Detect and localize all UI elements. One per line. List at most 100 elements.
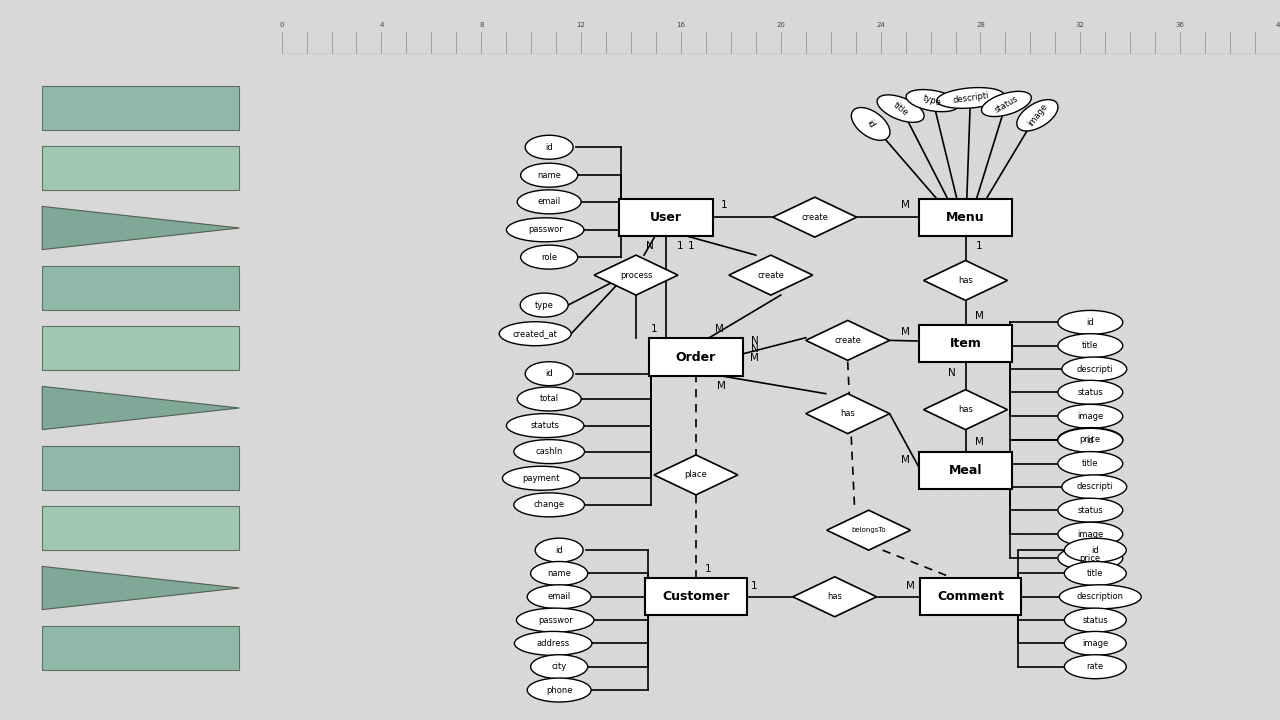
Ellipse shape <box>1057 405 1123 428</box>
Text: rate: rate <box>1087 662 1103 671</box>
Text: M: M <box>750 354 759 364</box>
Ellipse shape <box>1057 428 1123 451</box>
Text: place: place <box>685 470 708 480</box>
Ellipse shape <box>877 95 924 122</box>
Text: phone: phone <box>545 685 572 695</box>
Text: N: N <box>947 368 955 378</box>
Ellipse shape <box>520 293 568 317</box>
Ellipse shape <box>517 387 581 411</box>
Ellipse shape <box>513 440 585 464</box>
Ellipse shape <box>515 631 591 655</box>
Text: User: User <box>650 211 682 224</box>
Text: 36: 36 <box>1175 22 1185 28</box>
Text: status: status <box>993 94 1020 114</box>
FancyBboxPatch shape <box>42 146 239 189</box>
Text: title: title <box>891 100 910 117</box>
Ellipse shape <box>507 413 584 438</box>
Ellipse shape <box>527 678 591 702</box>
Text: has: has <box>840 409 855 418</box>
Text: id: id <box>1087 318 1094 327</box>
FancyBboxPatch shape <box>645 578 746 616</box>
Polygon shape <box>594 255 678 295</box>
Polygon shape <box>42 207 239 250</box>
Text: status: status <box>1078 388 1103 397</box>
Text: status: status <box>1078 505 1103 515</box>
Ellipse shape <box>527 585 591 609</box>
FancyBboxPatch shape <box>919 578 1021 616</box>
Text: total: total <box>540 395 559 403</box>
Text: 8: 8 <box>479 22 484 28</box>
Ellipse shape <box>1065 562 1126 585</box>
Text: email: email <box>548 593 571 601</box>
Ellipse shape <box>531 654 588 679</box>
Text: address: address <box>536 639 570 648</box>
Text: belongsTo: belongsTo <box>851 527 886 534</box>
Text: M: M <box>718 382 726 392</box>
FancyBboxPatch shape <box>919 325 1012 362</box>
Polygon shape <box>42 86 239 130</box>
Text: N: N <box>751 336 759 346</box>
Text: change: change <box>534 500 564 509</box>
Ellipse shape <box>982 91 1032 117</box>
Text: Item: Item <box>950 337 982 350</box>
FancyBboxPatch shape <box>919 199 1012 236</box>
Text: Order: Order <box>676 351 716 364</box>
Text: 4: 4 <box>379 22 384 28</box>
Ellipse shape <box>1057 428 1123 452</box>
Text: descripti: descripti <box>1076 482 1112 491</box>
Ellipse shape <box>1062 357 1126 381</box>
Text: 1: 1 <box>721 200 727 210</box>
Text: role: role <box>541 253 557 261</box>
Text: passwor: passwor <box>538 616 572 624</box>
Text: price: price <box>1080 435 1101 444</box>
Text: 28: 28 <box>977 22 984 28</box>
Text: name: name <box>548 569 571 578</box>
Text: id: id <box>545 143 553 152</box>
Polygon shape <box>728 255 813 295</box>
Text: M: M <box>975 311 984 320</box>
Polygon shape <box>42 446 239 490</box>
Text: 1: 1 <box>704 564 712 574</box>
Ellipse shape <box>1057 333 1123 358</box>
Text: N: N <box>751 344 759 354</box>
Text: 32: 32 <box>1076 22 1084 28</box>
Text: payment: payment <box>522 474 559 482</box>
Ellipse shape <box>535 538 584 562</box>
Text: 1: 1 <box>977 241 983 251</box>
Ellipse shape <box>1065 654 1126 679</box>
Text: name: name <box>538 171 561 180</box>
Text: image: image <box>1082 639 1108 648</box>
Text: 20: 20 <box>777 22 785 28</box>
Ellipse shape <box>507 218 584 242</box>
Text: descripti: descripti <box>1076 364 1112 374</box>
Ellipse shape <box>1065 538 1126 562</box>
Text: id: id <box>1087 436 1094 445</box>
Ellipse shape <box>531 562 588 585</box>
Text: description: description <box>1076 593 1124 601</box>
FancyBboxPatch shape <box>42 326 239 369</box>
Text: image: image <box>1025 102 1050 128</box>
Text: 16: 16 <box>676 22 686 28</box>
Ellipse shape <box>521 245 577 269</box>
Text: Customer: Customer <box>662 590 730 603</box>
Text: type: type <box>535 300 554 310</box>
Ellipse shape <box>906 89 959 112</box>
Polygon shape <box>924 390 1007 430</box>
Ellipse shape <box>1016 99 1059 131</box>
Text: 0: 0 <box>279 22 284 28</box>
Text: M: M <box>901 200 910 210</box>
Ellipse shape <box>1065 631 1126 655</box>
Text: 1: 1 <box>687 241 694 251</box>
Text: M: M <box>716 324 724 334</box>
Text: Menu: Menu <box>946 211 984 224</box>
Text: N: N <box>646 241 654 251</box>
Text: create: create <box>801 212 828 222</box>
Text: M: M <box>901 327 910 337</box>
Text: status: status <box>1083 616 1108 624</box>
Ellipse shape <box>1057 498 1123 522</box>
Ellipse shape <box>1062 475 1126 499</box>
Text: passwor: passwor <box>527 225 562 234</box>
Text: id: id <box>545 369 553 378</box>
Ellipse shape <box>1060 585 1142 609</box>
FancyBboxPatch shape <box>919 451 1012 489</box>
